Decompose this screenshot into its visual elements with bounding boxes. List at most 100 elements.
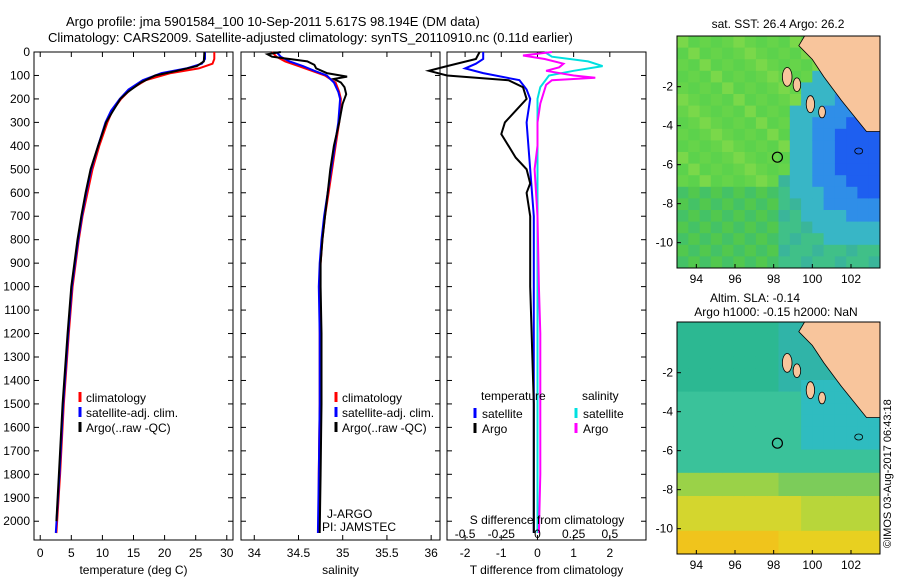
sla-map-cell — [677, 530, 689, 543]
sla-map-cell — [778, 438, 791, 451]
sla-map-cell — [722, 345, 734, 358]
sla-map-cell — [778, 449, 791, 462]
sst-map-cell — [789, 47, 802, 60]
sst-map-cell — [789, 198, 802, 211]
sst-map-cell — [710, 117, 723, 130]
sst-map-cell — [710, 36, 723, 49]
sst-map-cell — [823, 117, 836, 130]
sla-map-cell — [868, 438, 880, 451]
depth-tick-label: 400 — [10, 139, 30, 153]
sst-map-cell — [823, 244, 836, 257]
sla-map-cell — [823, 542, 836, 554]
sst-map-cell — [744, 140, 757, 153]
sst-map-cell — [857, 210, 870, 223]
sst-map-cell — [722, 59, 734, 72]
sst-map-cell — [868, 210, 880, 223]
sla-map-cell — [755, 345, 768, 358]
sst-map-cell — [857, 233, 870, 246]
sst-map-cell — [812, 233, 825, 246]
sst-map-cell — [699, 233, 712, 246]
sst-map-cell — [846, 233, 859, 246]
sla-map-cell — [868, 426, 880, 439]
sla-map-cell — [744, 484, 757, 497]
sst-map-cell — [722, 47, 734, 60]
sla-map-cell — [823, 519, 836, 532]
sst-map-cell — [755, 82, 768, 95]
diff-legend-salinity-title: salinity — [582, 389, 619, 403]
sla-map-island — [792, 363, 802, 378]
sla-map-cell — [733, 484, 746, 497]
sst-map-cell — [755, 117, 768, 130]
sla-map-cell — [789, 426, 802, 439]
differences-series-salinity-satellite — [536, 51, 603, 533]
sst-map-cell — [688, 152, 701, 165]
sst-map-cell — [699, 198, 712, 211]
sst-map-xtick-label: 96 — [728, 272, 742, 286]
sst-map-cell — [710, 94, 723, 107]
sla-map-cell — [834, 496, 847, 509]
sst-map-cell — [755, 175, 768, 188]
depth-tick-label: 300 — [10, 115, 30, 129]
sst-map-cell — [778, 94, 791, 107]
salinity-legend-label: satellite-adj. clim. — [342, 406, 434, 420]
sla-map-cell — [699, 426, 712, 439]
sst-map-cell — [710, 244, 723, 257]
sst-map-cell — [823, 186, 836, 199]
sla-map-cell — [857, 530, 870, 543]
sst-map-cell — [710, 221, 723, 234]
sla-map-cell — [755, 368, 768, 381]
sla-map-cell — [812, 438, 825, 451]
temperature-xtick-label: 10 — [96, 546, 110, 560]
sst-map-cell — [846, 128, 859, 141]
sla-map-cell — [688, 368, 701, 381]
sla-map-cell — [823, 426, 836, 439]
diff-legend-label: satellite — [583, 407, 624, 421]
salinity-xtick-label: 34.5 — [287, 546, 311, 560]
sst-map-cell — [699, 221, 712, 234]
sst-map-cell — [688, 175, 701, 188]
sst-map-cell — [677, 128, 689, 141]
sla-map-cell — [688, 542, 701, 554]
sla-map-cell — [744, 472, 757, 485]
sla-map-cell — [722, 333, 734, 346]
sst-map-cell — [699, 128, 712, 141]
sst-map-cell — [710, 152, 723, 165]
sla-map-cell — [699, 414, 712, 427]
sst-map-cell — [823, 256, 836, 268]
sst-map-cell — [677, 47, 689, 60]
sst-map-cell — [767, 256, 780, 268]
sst-map-cell — [778, 221, 791, 234]
sst-map-cell — [710, 59, 723, 72]
sla-map-cell — [722, 391, 734, 404]
sla-map-cell — [755, 449, 768, 462]
sst-map-cell — [812, 82, 825, 95]
sla-map-cell — [722, 519, 734, 532]
sst-map-cell — [834, 221, 847, 234]
sla-map-cell — [744, 507, 757, 520]
sst-map-cell — [710, 175, 723, 188]
sst-map-cell — [767, 152, 780, 165]
sla-map-cell — [767, 530, 780, 543]
sla-map-cell — [767, 403, 780, 416]
sla-map-ytick-label: -4 — [662, 405, 673, 419]
sla-map-cell — [823, 368, 836, 381]
sla-map-cell — [834, 403, 847, 416]
sla-map-cell — [710, 322, 723, 335]
sla-map-cell — [688, 333, 701, 346]
sst-map-cell — [812, 94, 825, 107]
sst-map-cell — [767, 175, 780, 188]
sla-map-cell — [778, 542, 791, 554]
sla-map-cell — [767, 484, 780, 497]
sst-map-cell — [778, 163, 791, 176]
sst-map-island — [818, 105, 826, 119]
sst-map-cell — [801, 152, 813, 165]
sst-map-cell — [812, 152, 825, 165]
sst-map-cell — [722, 152, 734, 165]
sla-map-cell — [722, 496, 734, 509]
sla-map-cell — [778, 380, 791, 393]
sla-map-cell — [733, 345, 746, 358]
sla-map-cell — [823, 530, 836, 543]
sla-map-cell — [688, 530, 701, 543]
diff-secondary-tick-label: -0.5 — [455, 527, 476, 541]
sst-map-cell — [733, 210, 746, 223]
